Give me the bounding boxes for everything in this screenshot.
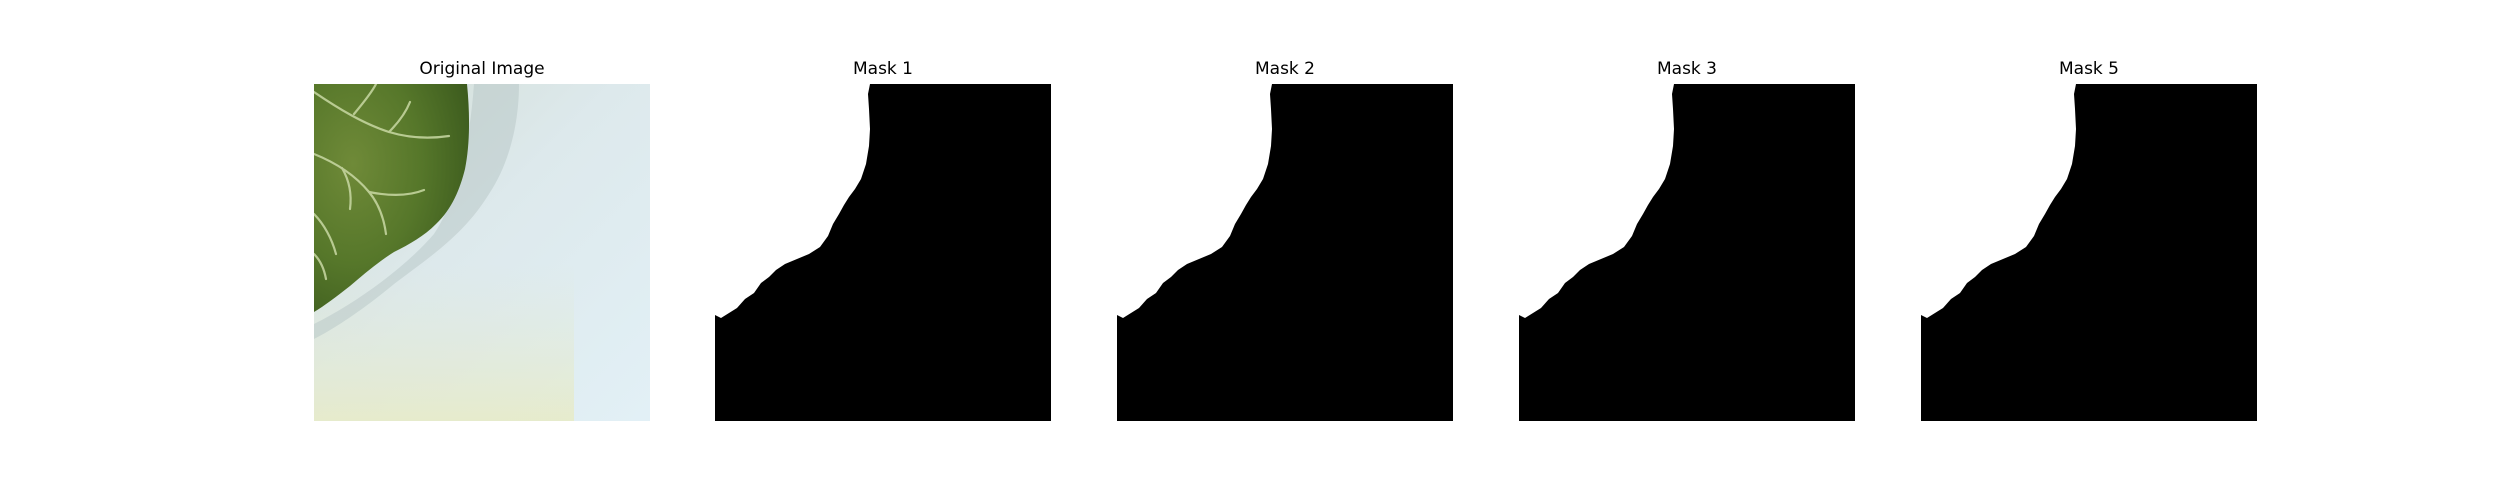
original-image xyxy=(314,84,650,421)
panel-title: Mask 3 xyxy=(1656,59,1717,79)
panel-title: Mask 2 xyxy=(1254,59,1315,79)
mask-1-panel: Mask 1 xyxy=(715,0,1051,500)
mask-2-panel: Mask 2 xyxy=(1117,0,1453,500)
original-image-panel: Original Image xyxy=(314,0,650,500)
mask-3-panel: Mask 3 xyxy=(1519,0,1855,500)
mask-5-panel: Mask 5 xyxy=(1921,0,2257,500)
mask-3-image xyxy=(1519,84,1855,421)
panel-title: Mask 1 xyxy=(852,59,913,79)
mask-2-image xyxy=(1117,84,1453,421)
panel-title: Original Image xyxy=(419,59,545,79)
panel-title: Mask 5 xyxy=(2058,59,2119,79)
mask-5-image xyxy=(1921,84,2257,421)
mask-1-image xyxy=(715,84,1051,421)
